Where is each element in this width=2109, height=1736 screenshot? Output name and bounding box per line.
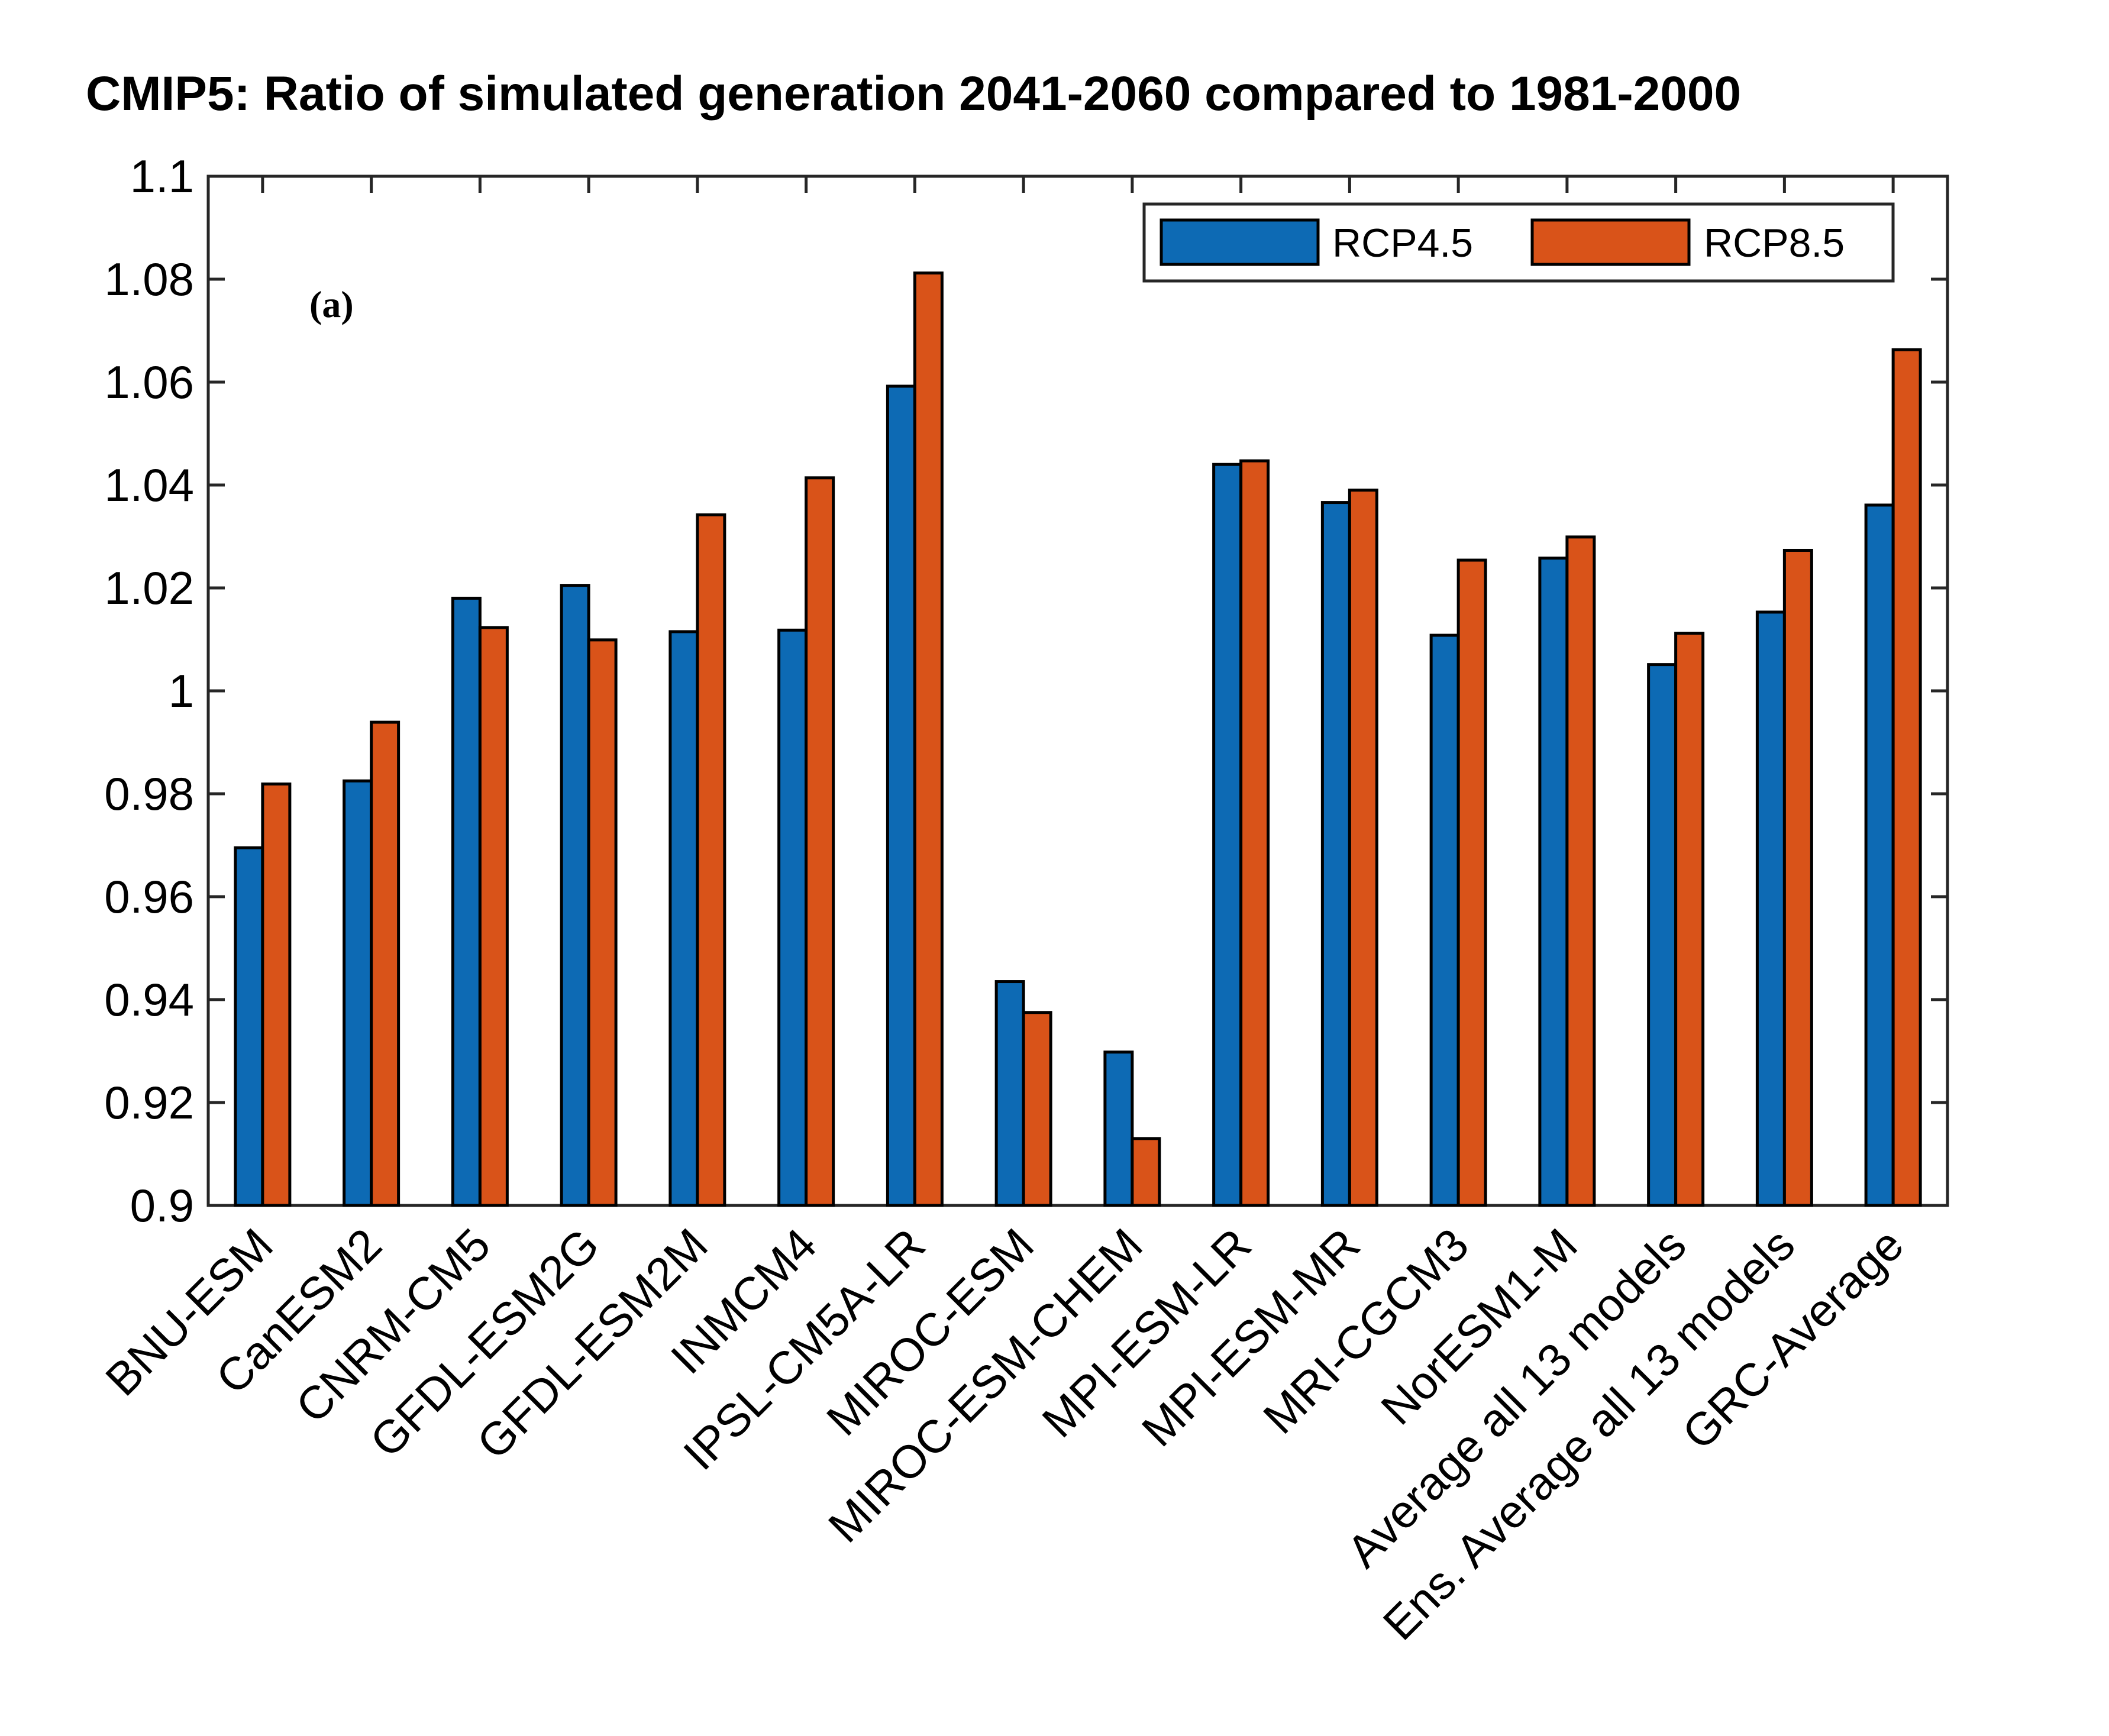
bar-rcp85 [1674, 632, 1705, 1207]
y-tick-label: 1.06 [104, 356, 194, 408]
bar-rcp85 [913, 271, 944, 1207]
bar-rcp45 [994, 980, 1025, 1207]
bar-rcp45 [1103, 1050, 1134, 1207]
bar-rcp45 [777, 628, 808, 1207]
y-axis: 0.9 0.92 0.94 0.96 0.98 1 1.02 1.04 1.06 1.08 1.1 [104, 150, 1947, 1231]
y-tick-label: 0.94 [104, 974, 194, 1026]
legend-swatch-rcp45 [1160, 218, 1320, 266]
chart-title: CMIP5: Ratio of simulated generation 204… [86, 67, 1741, 121]
y-tick-label: 1.08 [104, 253, 194, 305]
y-tick-label: 1.1 [130, 150, 194, 202]
bar-rcp45 [1429, 633, 1460, 1207]
legend-label-rcp45: RCP4.5 [1332, 221, 1473, 266]
bar-rcp85 [587, 638, 618, 1207]
bar-rcp85 [1891, 348, 1922, 1207]
legend-label-rcp85: RCP8.5 [1704, 221, 1845, 266]
y-tick-label: 1.02 [104, 562, 194, 614]
bar-rcp85 [1022, 1011, 1052, 1207]
bar-rcp85 [1782, 548, 1813, 1207]
bar-rcp85 [1565, 535, 1596, 1207]
panel-label: (a) [309, 283, 354, 325]
y-tick-label: 1.04 [104, 459, 194, 511]
bar-rcp45 [234, 846, 264, 1207]
bar-rcp45 [1864, 503, 1895, 1207]
bars-group [234, 271, 1922, 1207]
bar-rcp45 [560, 584, 590, 1207]
bar-rcp85 [805, 476, 835, 1207]
bar-rcp85 [1348, 489, 1378, 1207]
bar-rcp45 [343, 779, 373, 1207]
bar-rcp45 [1212, 463, 1243, 1207]
y-tick-label: 0.9 [130, 1179, 194, 1231]
bar-rcp85 [478, 626, 509, 1207]
bar-rcp45 [886, 384, 916, 1207]
bar-rcp45 [1538, 557, 1569, 1207]
legend-swatch-rcp85 [1530, 218, 1691, 266]
bar-rcp45 [451, 596, 482, 1207]
x-axis-labels: BNU-ESMCanESM2CNRM-CM5GFDL-ESM2GGFDL-ESM… [95, 1218, 1913, 1650]
bar-rcp85 [370, 720, 401, 1207]
bar-rcp85 [1239, 459, 1270, 1207]
bar-rcp85 [696, 513, 726, 1207]
bar-rcp85 [1456, 558, 1487, 1207]
bar-rcp45 [1755, 610, 1786, 1207]
y-tick-label: 0.98 [104, 768, 194, 820]
legend: RCP4.5 RCP8.5 [1142, 202, 1895, 283]
y-tick-label: 0.96 [104, 871, 194, 923]
y-tick-label: 1 [169, 665, 194, 717]
bar-rcp85 [261, 782, 292, 1207]
bar-rcp45 [668, 630, 699, 1207]
y-tick-label: 0.92 [104, 1076, 194, 1129]
bar-rcp45 [1647, 663, 1678, 1207]
bar-rcp85 [1131, 1137, 1161, 1207]
bar-rcp45 [1320, 501, 1351, 1207]
